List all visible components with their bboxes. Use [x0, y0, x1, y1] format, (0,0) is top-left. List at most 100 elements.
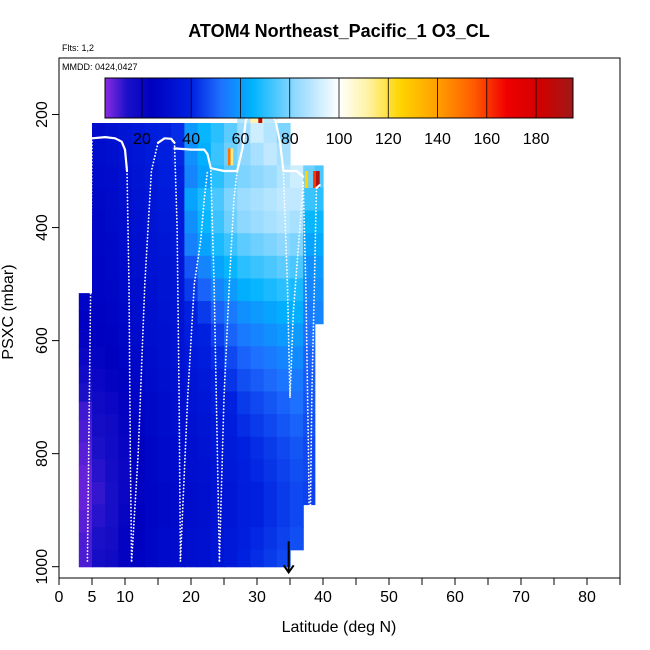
heatmap-cell: [197, 527, 212, 551]
heatmap-cell: [263, 210, 278, 234]
colorbar: 20 40 60 80 100 120 140 160 180: [104, 77, 574, 148]
heatmap-cell: [171, 323, 185, 347]
heatmap-cell: [250, 233, 265, 257]
heatmap-cell: [224, 346, 238, 370]
heatmap-cell: [197, 481, 212, 506]
heatmap-cell: [250, 346, 265, 370]
heatmap-cell: [250, 549, 265, 568]
x-tick-label: 70: [512, 589, 530, 606]
heatmap-cell: [105, 255, 119, 280]
heatmap-cell: [250, 123, 265, 144]
heatmap-cell: [263, 414, 278, 438]
heatmap-cell: [118, 233, 133, 257]
heatmap-cell: [290, 504, 304, 528]
heatmap-cell: [263, 504, 278, 528]
colorbar-tick-label: 20: [133, 131, 151, 148]
heatmap-cell: [105, 301, 119, 325]
heatmap-cell: [250, 210, 265, 234]
flight-track: [289, 181, 305, 398]
heatmap-cell: [224, 368, 238, 393]
heatmap-cell: [197, 436, 212, 460]
marker-arrow-head: [282, 564, 295, 575]
heatmap-cell: [210, 123, 225, 144]
heatmap-cell: [224, 278, 238, 302]
heatmap-cell: [78, 555, 93, 568]
heatmap-cell: [131, 459, 146, 483]
heatmap-cell: [118, 436, 133, 460]
heatmap-cell: [158, 391, 172, 415]
heatmap-cell: [105, 414, 119, 438]
heatmap-cell: [144, 323, 159, 347]
colorbar-frame: [104, 77, 574, 119]
heatmap-cell: [197, 414, 212, 438]
heatmap-cell: [263, 301, 278, 325]
flight-track: [179, 170, 209, 562]
heatmap-cell: [171, 527, 185, 551]
flight-track: [86, 137, 93, 562]
heatmap-cell: [158, 481, 172, 506]
heatmap-hot-cell: [230, 148, 234, 166]
flight-track: [90, 136, 129, 173]
heatmap-cell: [92, 459, 106, 483]
heatmap-cell: [118, 165, 133, 189]
heatmap-cell: [118, 368, 133, 393]
heatmap-cell: [303, 233, 316, 257]
heatmap-cell: [303, 255, 316, 280]
heatmap-cell: [237, 414, 251, 438]
heatmap-cell: [263, 436, 278, 460]
colorbar-tick-label: 80: [281, 131, 299, 148]
heatmap-cell: [92, 123, 106, 144]
heatmap-cell: [78, 347, 93, 367]
heatmap-cell: [158, 188, 172, 212]
heatmap-cell: [171, 481, 185, 506]
heatmap-cell: [197, 504, 212, 528]
heatmap-cell: [158, 368, 172, 393]
heatmap-cell: [158, 346, 172, 370]
heatmap-cell: [184, 255, 199, 280]
heatmap-cell: [237, 301, 251, 325]
heatmap-cell: [210, 255, 225, 280]
heatmap-cell: [105, 504, 119, 528]
heatmap-cell: [197, 391, 212, 415]
heatmap-cell: [224, 210, 238, 234]
x-tick-label: 0: [55, 589, 64, 606]
heatmap-cell: [144, 255, 159, 280]
heatmap-cell: [263, 255, 278, 280]
heatmap-cell: [92, 504, 106, 528]
heatmap-cell: [171, 459, 185, 483]
heatmap-cell: [224, 504, 238, 528]
colorbar-tick-label: 40: [182, 131, 200, 148]
heatmap-cell: [210, 368, 225, 393]
heatmap-cell: [197, 301, 212, 325]
flights-note: Flts: 1,2: [62, 43, 94, 53]
x-tick-label: 30: [248, 589, 266, 606]
heatmap-cell: [144, 527, 159, 551]
marker-layer: [282, 541, 295, 575]
heatmap-cell: [78, 293, 93, 312]
heatmap-cell: [290, 165, 304, 189]
heatmap-cell: [276, 301, 291, 325]
heatmap-cell: [314, 301, 324, 325]
heatmap-cell: [131, 527, 146, 551]
heatmap-cell: [210, 278, 225, 302]
heatmap-cell: [224, 301, 238, 325]
heatmap-cell: [184, 301, 199, 325]
flight-track: [282, 169, 305, 178]
heatmap-cell: [158, 549, 172, 568]
heatmap-cell: [263, 165, 278, 189]
heatmap-cell: [250, 255, 265, 280]
flight-track: [156, 137, 176, 144]
heatmap-cell: [78, 464, 93, 489]
y-axis-label: PSXC (mbar): [0, 264, 17, 359]
heatmap-cell: [250, 188, 265, 212]
heatmap-cell: [237, 504, 251, 528]
heatmap-cell: [263, 142, 278, 166]
heatmap-cell: [197, 278, 212, 302]
heatmap-cell: [276, 481, 291, 506]
heatmap-cell: [105, 233, 119, 257]
heatmap-cell: [224, 414, 238, 438]
dates-note: MMDD: 0424,0427: [62, 62, 138, 72]
heatmap-cell: [105, 549, 119, 568]
heatmap-cell: [144, 481, 159, 506]
heatmap-cell: [92, 527, 106, 551]
